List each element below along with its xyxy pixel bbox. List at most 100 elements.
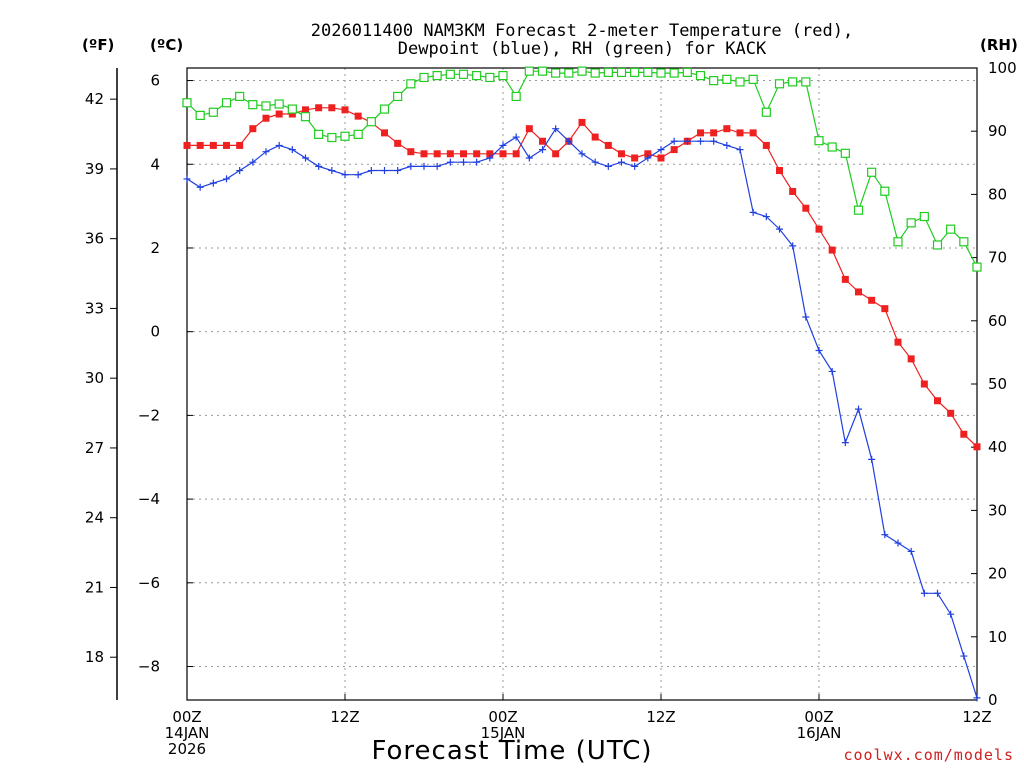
- temperature-point: [618, 150, 625, 158]
- rh-point: [919, 211, 929, 222]
- rh-point: [709, 76, 719, 86]
- temperature-point: [631, 154, 639, 162]
- rh-point: [603, 67, 613, 78]
- temperature-point: [697, 129, 704, 137]
- rh-point: [722, 74, 732, 84]
- dewpoint-point: [420, 162, 428, 170]
- dewpoint-point: [315, 162, 323, 170]
- dewpoint-point: [525, 154, 533, 162]
- temperature-point: [433, 150, 441, 158]
- dewpoint-point: [947, 610, 955, 618]
- rh-point: [656, 68, 666, 78]
- temperature-point: [789, 187, 797, 195]
- dewpoint-point: [302, 154, 309, 162]
- rh-point: [735, 77, 745, 87]
- rh-point: [498, 70, 508, 81]
- rh-point: [353, 129, 363, 139]
- rh-tick-label: 10: [988, 628, 1007, 646]
- celsius-tick-label: 6: [150, 72, 160, 90]
- temperature-point: [973, 443, 981, 451]
- dewpoint-point: [407, 162, 415, 170]
- rh-tick-label: 100: [988, 59, 1017, 77]
- dewpoint-point: [815, 347, 823, 355]
- temperature-point: [183, 141, 191, 149]
- dewpoint-point: [670, 137, 678, 145]
- dewpoint-point: [249, 158, 257, 166]
- temperature-point: [815, 225, 823, 233]
- dewpoint-point: [275, 141, 283, 149]
- dewpoint-point: [973, 694, 981, 702]
- rh-point: [972, 262, 982, 272]
- x-tick-label: 15JAN: [481, 724, 526, 742]
- rh-point: [564, 68, 574, 78]
- temperature-point: [525, 125, 533, 133]
- x-tick-label: 12Z: [646, 708, 675, 726]
- rh-tick-label: 40: [988, 438, 1007, 456]
- rh-point: [761, 107, 771, 117]
- dewpoint-point: [789, 242, 797, 250]
- rh-tick-label: 90: [988, 122, 1007, 140]
- rh-point: [682, 67, 692, 78]
- temperature-point: [394, 139, 402, 147]
- fahrenheit-tick-label: 39: [85, 160, 104, 178]
- dewpoint-point: [776, 225, 783, 233]
- temperature-point: [802, 204, 810, 212]
- fahrenheit-axis-unit: (ºF): [82, 36, 114, 54]
- rh-point: [195, 110, 205, 121]
- chart-title-line-1: 2026011400 NAM3KM Forecast 2-meter Tempe…: [311, 21, 853, 41]
- x-tick-label: 12Z: [962, 708, 991, 726]
- temperature-point: [881, 305, 889, 313]
- rh-point: [630, 67, 640, 78]
- dewpoint-point: [578, 150, 586, 158]
- rh-point: [235, 91, 245, 102]
- rh-point: [221, 98, 232, 108]
- rh-point: [577, 66, 587, 76]
- fahrenheit-tick-label: 24: [85, 509, 104, 527]
- temperature-point: [499, 150, 507, 158]
- rh-point: [590, 68, 600, 78]
- fahrenheit-tick-label: 27: [85, 439, 104, 457]
- rh-tick-label: 20: [988, 565, 1007, 583]
- rh-point: [208, 107, 218, 117]
- rh-point: [774, 79, 785, 89]
- celsius-tick-label: −8: [138, 658, 160, 676]
- celsius-tick-label: −4: [138, 490, 160, 508]
- dewpoint-point: [394, 167, 402, 175]
- fahrenheit-tick-label: 30: [85, 369, 104, 387]
- chart-title: 2026011400 NAM3KM Forecast 2-meter Tempe…: [311, 21, 853, 59]
- temperature-point: [894, 338, 902, 346]
- temperature-point: [776, 167, 783, 175]
- rh-tick-label: 70: [988, 249, 1007, 267]
- dewpoint-point: [223, 175, 230, 183]
- rh-tick-label: 60: [988, 312, 1007, 330]
- dewpoint-point: [446, 158, 454, 166]
- temperature-point: [407, 148, 415, 156]
- rh-point: [314, 129, 324, 139]
- rh-point: [472, 70, 482, 81]
- source-credit: coolwx.com/models: [843, 746, 1014, 764]
- temperature-point: [196, 141, 204, 149]
- dewpoint-point: [631, 162, 639, 170]
- dewpoint-point: [934, 589, 941, 597]
- dewpoint-series: [183, 125, 981, 702]
- temperature-point: [960, 430, 968, 438]
- dewpoint-point: [486, 154, 494, 162]
- temperature-point: [341, 106, 349, 114]
- rh-series: [182, 66, 982, 272]
- dewpoint-point: [473, 158, 481, 166]
- temperature-point: [657, 154, 665, 162]
- temperature-point: [446, 150, 454, 158]
- temperature-point: [762, 141, 770, 149]
- x-axis-title: Forecast Time (UTC): [371, 736, 652, 766]
- rh-point: [695, 70, 706, 81]
- rh-point: [261, 101, 271, 111]
- temperature-point: [920, 380, 928, 388]
- fahrenheit-tick-label: 36: [85, 230, 104, 248]
- temperature-point: [236, 141, 244, 149]
- rh-point: [287, 104, 297, 114]
- temperature-point: [302, 106, 309, 114]
- x-tick-label: 00Z: [488, 708, 517, 726]
- dewpoint-point: [604, 162, 612, 170]
- temperature-point: [420, 150, 428, 158]
